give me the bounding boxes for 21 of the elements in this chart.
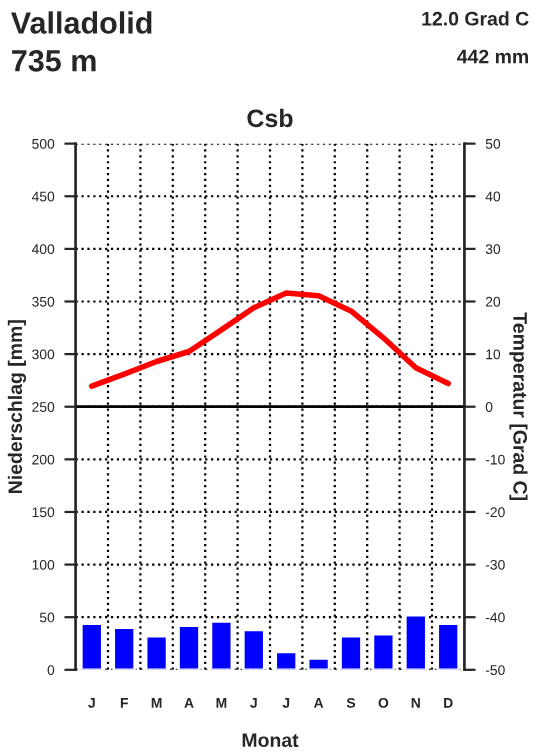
- bar: [371, 632, 396, 670]
- text: Valladolid: [11, 11, 152, 34]
- bar: [177, 624, 201, 670]
- chart-title: Csb: [247, 108, 293, 128]
- text: 735 m: [12, 49, 96, 72]
- bar: [339, 634, 363, 670]
- line-series: [89, 290, 451, 389]
- bar: [209, 620, 234, 670]
- text: 12.0 Grad C: [422, 11, 529, 26]
- bar: [79, 622, 104, 670]
- bar: [274, 650, 299, 670]
- text: 442 mm: [457, 49, 528, 64]
- bar: [436, 622, 461, 670]
- y2-axis-title: Temperatur [Grad C]: [509, 312, 528, 500]
- y-axis-title: Niederschlag [mm]: [7, 320, 27, 493]
- bar: [403, 613, 428, 670]
- x-axis-title: Monat: [242, 733, 299, 748]
- bar: [306, 656, 331, 670]
- bar: [112, 626, 137, 670]
- bar: [144, 634, 169, 670]
- bar: [241, 628, 266, 670]
